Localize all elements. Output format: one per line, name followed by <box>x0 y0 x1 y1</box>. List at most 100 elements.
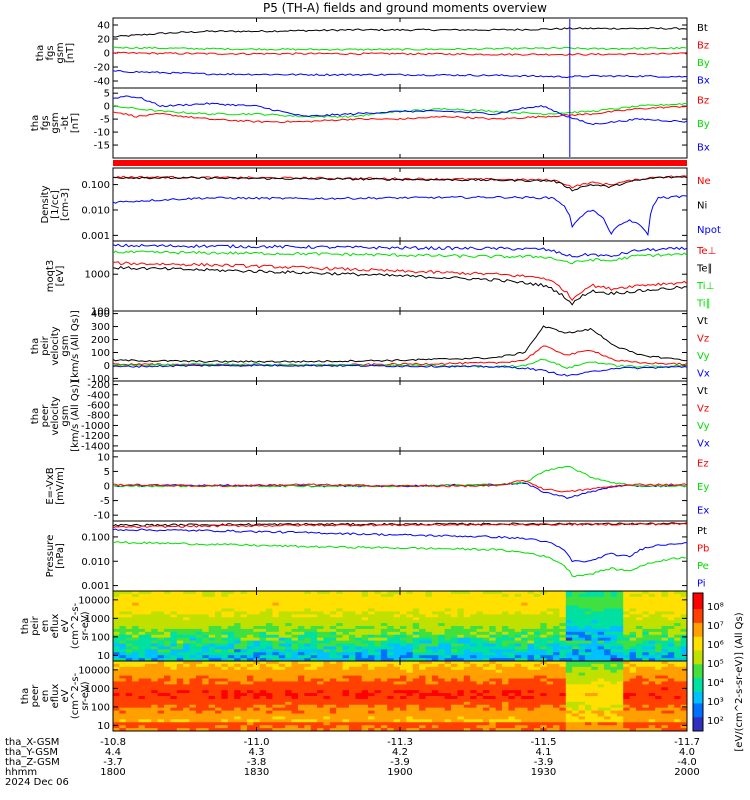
heatmap-cell <box>176 681 184 685</box>
heatmap-cell <box>157 666 165 671</box>
heatmap-cell <box>648 599 656 604</box>
heatmap-cell <box>138 608 146 612</box>
heatmap-cell <box>195 690 203 694</box>
y-axis-label-line: eflux <box>50 614 61 639</box>
heatmap-cell <box>514 611 522 615</box>
heatmap-cell <box>502 628 509 633</box>
heatmap-cell <box>189 728 197 732</box>
heatmap-cell <box>342 672 350 676</box>
y-axis-label-line: E=-VxB <box>45 467 56 504</box>
heatmap-cell <box>540 707 548 711</box>
heatmap-cell <box>546 669 554 674</box>
heatmap-cell <box>342 663 350 668</box>
heatmap-cell <box>533 701 541 706</box>
heatmap-cell <box>489 643 497 647</box>
heatmap-cell <box>514 631 522 636</box>
heatmap-cell <box>189 637 197 641</box>
heatmap-cell <box>482 678 490 682</box>
heatmap-cell <box>329 663 337 668</box>
heatmap-cell <box>170 672 178 676</box>
heatmap-cell <box>425 672 433 676</box>
heatmap-cell <box>635 631 643 636</box>
heatmap-cell <box>164 652 171 656</box>
heatmap-cell <box>278 707 286 711</box>
heatmap-cell <box>610 666 618 671</box>
heatmap-cell <box>138 620 146 624</box>
y-tick-label: 10000 <box>78 665 110 676</box>
heatmap-cell <box>176 678 184 682</box>
heatmap-cell <box>151 684 159 688</box>
heatmap-cell <box>227 611 235 615</box>
heatmap-cell <box>584 696 592 700</box>
heatmap-cell <box>482 655 490 659</box>
heatmap-cell <box>521 652 528 656</box>
heatmap-cell <box>342 722 350 726</box>
heatmap-cell <box>234 672 241 676</box>
heatmap-cell <box>597 707 605 711</box>
heatmap-cell <box>578 681 586 685</box>
heatmap-cell <box>183 649 190 653</box>
heatmap-cell <box>553 631 560 636</box>
heatmap-cell <box>227 643 235 647</box>
heatmap-cell <box>323 666 331 671</box>
heatmap-cell <box>502 649 509 653</box>
heatmap-cell <box>470 669 477 674</box>
heatmap-cell <box>323 599 331 604</box>
heatmap-cell <box>348 634 356 639</box>
heatmap-cell <box>400 655 407 659</box>
heatmap-cell <box>419 666 426 671</box>
heatmap-cell <box>565 693 573 697</box>
heatmap-cell <box>655 628 662 633</box>
heatmap-cell <box>648 605 656 609</box>
heatmap-cell <box>489 722 497 726</box>
heatmap-cell <box>457 617 465 621</box>
heatmap-cell <box>489 719 497 723</box>
heatmap-cell <box>667 614 675 618</box>
heatmap-cell <box>591 693 599 697</box>
heatmap-cell <box>540 602 548 606</box>
heatmap-cell <box>597 661 605 665</box>
heatmap-cell <box>661 628 669 633</box>
heatmap-cell <box>629 626 637 630</box>
heatmap-cell <box>521 690 528 694</box>
heatmap-cell <box>304 634 312 639</box>
heatmap-cell <box>463 634 471 639</box>
heatmap-cell <box>336 681 343 685</box>
heatmap-cell <box>533 666 541 671</box>
heatmap-cell <box>508 710 516 714</box>
heatmap-cell <box>202 704 210 709</box>
heatmap-cell <box>119 704 127 709</box>
heatmap-cell <box>119 602 127 606</box>
heatmap-cell <box>508 666 516 671</box>
heatmap-cell <box>195 605 203 609</box>
heatmap-cell <box>546 658 554 662</box>
heatmap-cell <box>470 698 477 703</box>
heatmap-cell <box>304 602 312 606</box>
heatmap-cell <box>559 593 567 598</box>
heatmap-cell <box>151 637 159 641</box>
heatmap-cell <box>342 681 350 685</box>
heatmap-cell <box>629 649 637 653</box>
heatmap-cell <box>597 719 605 723</box>
heatmap-cell <box>361 719 369 723</box>
heatmap-cell <box>604 728 611 732</box>
heatmap-cell <box>400 672 407 676</box>
heatmap-cell <box>527 707 535 711</box>
heatmap-cell <box>578 672 586 676</box>
heatmap-cell <box>227 649 235 653</box>
heatmap-cell <box>195 666 203 671</box>
heatmap-cell <box>604 591 611 595</box>
heatmap-cell <box>336 605 343 609</box>
heatmap-cell <box>208 710 216 714</box>
heatmap-cell <box>113 661 120 665</box>
heatmap-cell <box>635 640 643 644</box>
heatmap-cell <box>463 593 471 598</box>
heatmap-cell <box>329 722 337 726</box>
heatmap-cell <box>272 646 280 650</box>
heatmap-cell <box>157 614 165 618</box>
heatmap-cell <box>380 713 388 717</box>
heatmap-cell <box>189 666 197 671</box>
heatmap-cell <box>667 710 675 714</box>
heatmap-cell <box>482 693 490 697</box>
